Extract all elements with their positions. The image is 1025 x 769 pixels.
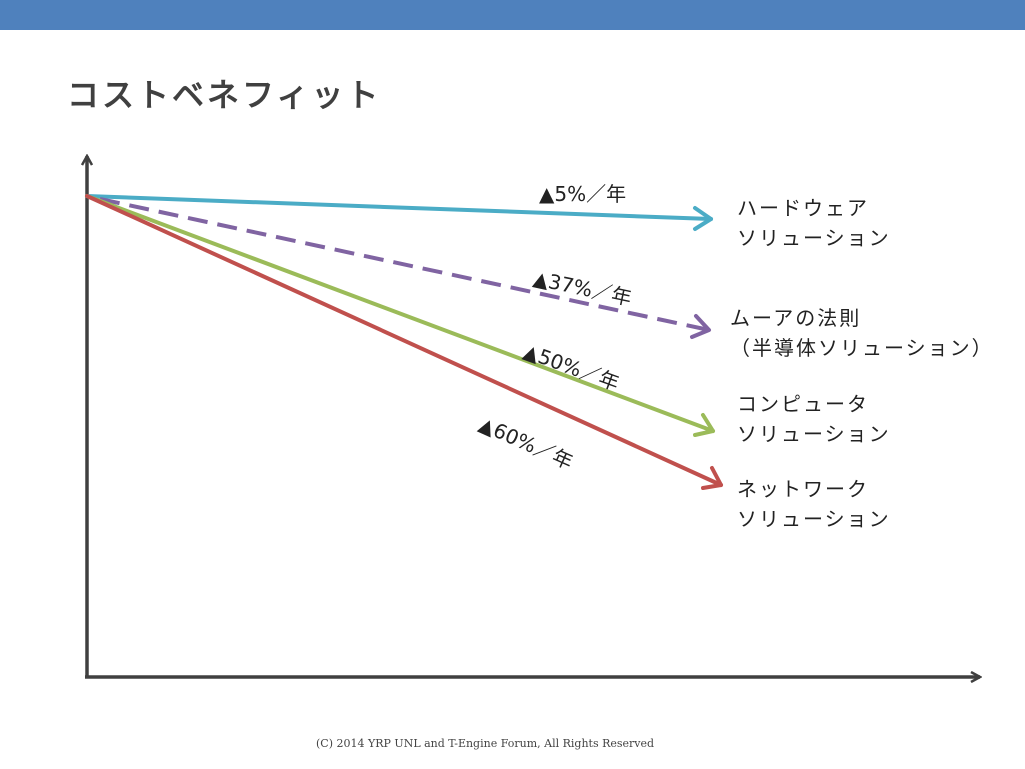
hardware-solution-line xyxy=(85,194,713,221)
slide-title: コストベネフィット xyxy=(67,76,382,114)
series-label-hardware-line-1: ハードウェア xyxy=(737,196,869,220)
moores-law-line xyxy=(99,197,710,332)
series-label-moores-law-line-2: （半導体ソリューション） xyxy=(730,336,994,360)
series-label-moores-law-line-1: ムーアの法則 xyxy=(730,306,862,330)
series-label-computer-line-1: コンピュータ xyxy=(737,392,869,416)
series-label-computer: コンピュータ ソリューション xyxy=(737,389,891,449)
series-label-hardware: ハードウェア ソリューション xyxy=(737,193,891,253)
series-label-network-line-1: ネットワーク xyxy=(737,477,869,501)
hardware-solution-arrowhead xyxy=(693,206,713,231)
series-label-network-line-2: ソリューション xyxy=(737,507,891,531)
series-label-moores-law: ムーアの法則 （半導体ソリューション） xyxy=(730,303,994,363)
header-bar xyxy=(0,0,1025,30)
moores-law-arrowhead xyxy=(690,314,711,339)
copyright-footer: (C) 2014 YRP UNL and T-Engine Forum, All… xyxy=(316,737,655,750)
network-solution-arrowhead xyxy=(701,466,723,490)
rate-label-hardware: ▲5%／年 xyxy=(539,182,627,206)
network-solution-line xyxy=(85,194,723,487)
computer-solution-line xyxy=(85,194,715,433)
series-label-network: ネットワーク ソリューション xyxy=(737,474,891,534)
series-label-computer-line-2: ソリューション xyxy=(737,422,891,446)
computer-solution-arrowhead xyxy=(693,413,715,437)
series-label-hardware-line-2: ソリューション xyxy=(737,226,891,250)
